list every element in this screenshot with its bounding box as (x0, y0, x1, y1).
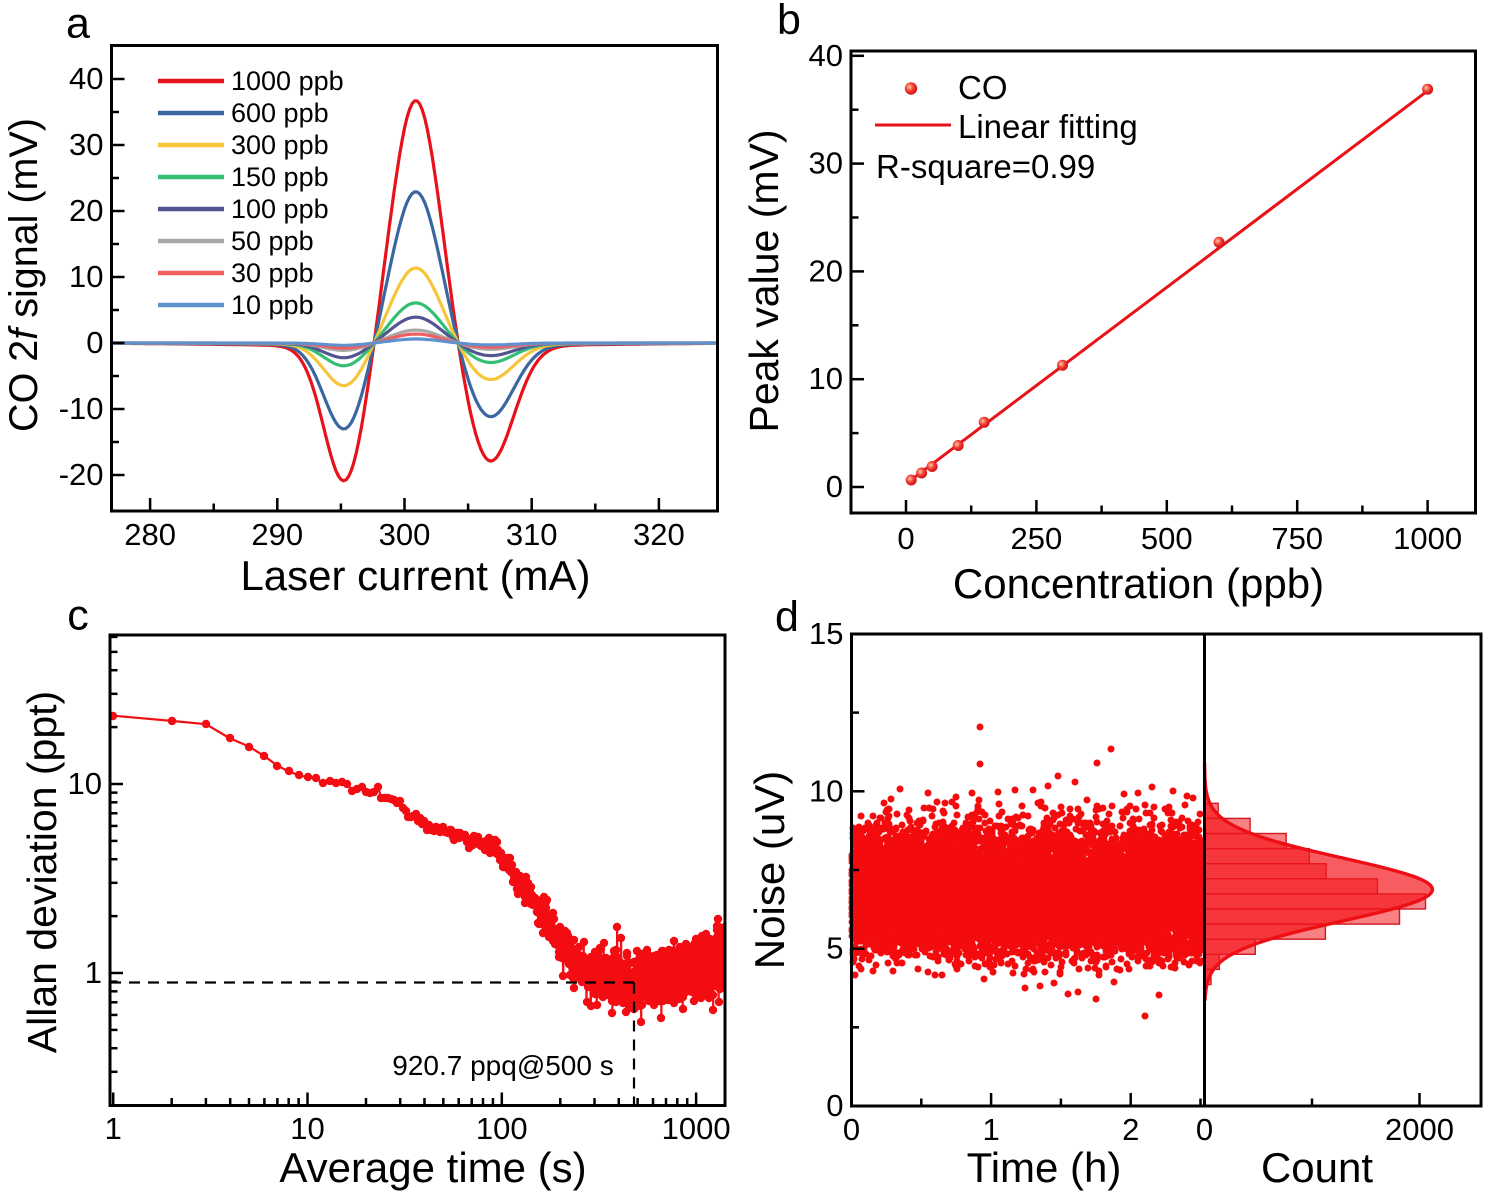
svg-text:Laser current (mA): Laser current (mA) (240, 552, 590, 599)
svg-text:Time (h): Time (h) (967, 1144, 1122, 1191)
svg-text:15: 15 (809, 616, 843, 651)
svg-text:0: 0 (826, 469, 843, 504)
svg-text:280: 280 (124, 517, 176, 552)
svg-text:-20: -20 (59, 457, 104, 492)
svg-text:320: 320 (633, 517, 685, 552)
svg-text:30: 30 (69, 127, 103, 162)
svg-text:10: 10 (290, 1111, 324, 1146)
svg-text:CO 2f signal (mV): CO 2f signal (mV) (2, 118, 46, 432)
svg-text:310: 310 (506, 517, 558, 552)
svg-text:1: 1 (85, 955, 102, 990)
svg-text:10: 10 (809, 773, 843, 808)
svg-text:1000: 1000 (662, 1111, 731, 1146)
svg-text:Allan deviation (ppt): Allan deviation (ppt) (19, 691, 65, 1053)
svg-text:Count: Count (1261, 1144, 1373, 1191)
svg-text:0: 0 (897, 521, 914, 556)
svg-text:10: 10 (69, 259, 103, 294)
svg-text:290: 290 (251, 517, 303, 552)
svg-text:-10: -10 (59, 391, 104, 426)
svg-text:2000: 2000 (1385, 1112, 1454, 1147)
svg-text:100 ppb: 100 ppb (231, 194, 329, 224)
svg-text:Concentration (ppb): Concentration (ppb) (953, 560, 1324, 607)
svg-text:40: 40 (809, 38, 843, 73)
svg-text:500: 500 (1141, 521, 1193, 556)
svg-text:750: 750 (1271, 521, 1323, 556)
svg-text:10: 10 (68, 766, 102, 801)
svg-text:30 ppb: 30 ppb (231, 258, 314, 288)
svg-text:20: 20 (809, 253, 843, 288)
svg-text:Linear fitting: Linear fitting (958, 108, 1138, 145)
svg-text:10 ppb: 10 ppb (231, 290, 314, 320)
svg-text:100: 100 (476, 1111, 528, 1146)
svg-text:Average time (s): Average time (s) (279, 1144, 586, 1191)
svg-text:50 ppb: 50 ppb (231, 226, 314, 256)
svg-text:20: 20 (69, 193, 103, 228)
svg-text:d: d (775, 593, 799, 641)
svg-text:c: c (67, 592, 89, 640)
svg-text:300: 300 (379, 517, 431, 552)
svg-text:300 ppb: 300 ppb (231, 130, 329, 160)
svg-text:0: 0 (1196, 1112, 1213, 1147)
svg-text:40: 40 (69, 61, 103, 96)
svg-text:250: 250 (1011, 521, 1063, 556)
svg-text:30: 30 (809, 146, 843, 181)
svg-text:1000: 1000 (1393, 521, 1462, 556)
svg-text:0: 0 (86, 325, 103, 360)
svg-text:2: 2 (1122, 1112, 1139, 1147)
svg-text:0: 0 (843, 1112, 860, 1147)
svg-text:0: 0 (826, 1088, 843, 1123)
svg-text:1: 1 (982, 1112, 999, 1147)
svg-text:920.7 ppq@500 s: 920.7 ppq@500 s (392, 1050, 613, 1081)
svg-text:R-square=0.99: R-square=0.99 (876, 148, 1095, 185)
svg-text:b: b (777, 0, 801, 44)
svg-text:a: a (66, 0, 90, 48)
svg-text:1: 1 (105, 1111, 122, 1146)
svg-text:Peak value (mV): Peak value (mV) (741, 129, 787, 432)
svg-text:Noise (uV): Noise (uV) (746, 771, 793, 969)
svg-text:CO: CO (958, 69, 1008, 106)
svg-text:5: 5 (826, 931, 843, 966)
svg-text:150 ppb: 150 ppb (231, 162, 329, 192)
svg-text:10: 10 (809, 361, 843, 396)
svg-text:1000 ppb: 1000 ppb (231, 66, 344, 96)
svg-text:600 ppb: 600 ppb (231, 98, 329, 128)
